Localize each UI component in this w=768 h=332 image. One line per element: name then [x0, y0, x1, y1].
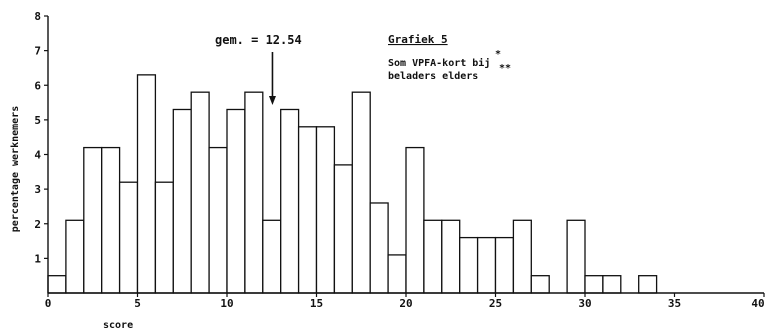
histogram-bar	[441, 219, 461, 294]
x-tick-label: 35	[668, 297, 681, 310]
y-tick-label: 1	[34, 252, 41, 265]
histogram-bar	[459, 236, 479, 294]
y-ticks-group: 1 2 3 4 5 6 7 8	[34, 10, 48, 265]
x-tick-label: 15	[310, 297, 323, 310]
x-tick-label: 25	[489, 297, 502, 310]
x-tick-label: 40	[751, 297, 764, 310]
histogram-bar	[387, 254, 407, 294]
y-tick-label: 6	[34, 79, 41, 92]
x-tick-label: 20	[399, 297, 412, 310]
histogram-bar	[118, 181, 139, 294]
subtitle-line-1-text: Som VPFA-kort bij	[388, 57, 490, 69]
y-tick-label: 3	[34, 183, 41, 196]
histogram-bar	[226, 108, 246, 294]
x-tick-label: 0	[45, 297, 52, 310]
histogram-bar	[83, 146, 103, 294]
histogram-bar	[584, 275, 604, 294]
x-ticks-group: 0 5 10 15 20 25 30 35 40	[45, 293, 765, 310]
x-tick-label: 5	[134, 297, 141, 310]
histogram-bar	[369, 202, 389, 294]
x-tick-label: 30	[578, 297, 591, 310]
subtitle-line-1: Som VPFA-kort bij	[388, 57, 490, 69]
histogram-bar	[333, 164, 353, 294]
histogram-bar	[476, 236, 497, 294]
y-tick-label: 4	[34, 149, 41, 162]
histogram-bar	[297, 126, 318, 294]
x-axis-title: score	[103, 320, 133, 331]
histogram-bar	[154, 181, 174, 294]
histogram-bar	[530, 275, 550, 294]
histogram-bar	[566, 219, 586, 294]
subtitle-line-2: beladers elders	[388, 71, 478, 82]
histogram-bar	[244, 91, 264, 294]
histogram-bar	[638, 275, 658, 294]
histogram-bar	[602, 275, 622, 294]
y-axis-title: percentage werknemers	[10, 106, 21, 232]
histogram-bar	[208, 146, 228, 294]
histogram-bar	[512, 219, 532, 294]
y-tick-label: 5	[34, 114, 41, 127]
y-tick-label: 8	[34, 10, 41, 23]
histogram-bar	[351, 91, 371, 294]
y-tick-label: 7	[34, 45, 41, 58]
histogram-bar	[101, 146, 121, 294]
chart-title: Grafiek 5	[388, 33, 448, 46]
mean-arrow-head	[268, 96, 276, 105]
subtitle-line-1-mark: *	[495, 49, 501, 60]
histogram-bar	[315, 126, 336, 294]
histogram-bar	[190, 91, 210, 294]
subtitle-line-2-text: beladers elders	[388, 71, 478, 82]
bars-group	[47, 74, 658, 294]
histogram-bar	[423, 219, 443, 294]
histogram-bar	[405, 146, 425, 294]
y-tick-label: 2	[34, 218, 41, 231]
histogram-bar	[262, 219, 282, 294]
histogram-bar	[172, 108, 192, 294]
histogram-bar	[65, 219, 85, 294]
mean-annotation-label: gem. = 12.54	[215, 33, 302, 47]
histogram-bar	[47, 275, 67, 294]
histogram-bar	[136, 74, 157, 294]
histogram-bar	[280, 108, 300, 294]
x-tick-label: 10	[220, 297, 233, 310]
histogram-bar	[494, 236, 515, 294]
subtitle-line-2-mark: **	[499, 63, 511, 74]
